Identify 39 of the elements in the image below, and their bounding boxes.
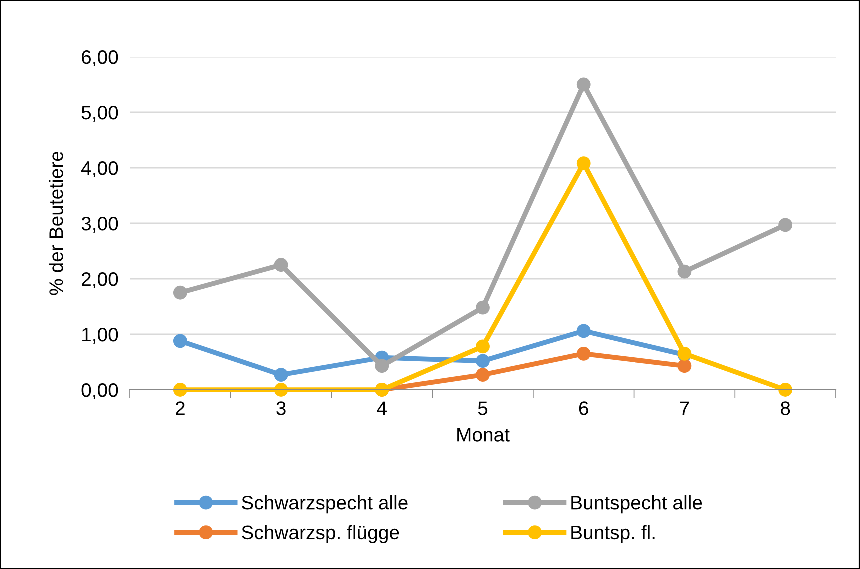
point <box>778 383 793 397</box>
legend-label: Buntsp. fl. <box>572 525 655 544</box>
point <box>476 300 490 315</box>
point <box>173 383 188 397</box>
x-tick-label: 7 <box>680 402 690 416</box>
legend-label: Buntspecht alle <box>572 496 702 514</box>
x-tick-label: 6 <box>579 402 588 416</box>
point <box>173 334 188 348</box>
y-tick-label: 4,00 <box>81 161 118 178</box>
x-tick-label: 4 <box>377 402 387 416</box>
point <box>274 368 288 382</box>
y-tick-label: 3,00 <box>82 216 118 234</box>
y-tick-label: 6,00 <box>82 50 118 67</box>
point <box>476 340 490 354</box>
y-axis-title: % der Beutetiere <box>49 152 64 296</box>
point <box>274 258 288 272</box>
point <box>576 78 591 92</box>
point <box>576 346 591 361</box>
y-tick-label: 2,00 <box>82 272 118 289</box>
x-tick-label: 8 <box>781 402 790 416</box>
y-tick-label: 5,00 <box>82 106 118 122</box>
point <box>576 156 591 171</box>
point <box>274 383 288 397</box>
legend-label: Schwarzsp. flügge <box>242 525 400 544</box>
x-tick-label: 3 <box>276 402 286 416</box>
point <box>678 264 692 279</box>
point <box>476 368 490 382</box>
y-tick-label: 1,00 <box>82 328 118 344</box>
legend-label: Schwarzspecht alle <box>242 496 408 514</box>
x-axis-title: Monat <box>458 428 510 442</box>
x-tick-label: 2 <box>176 402 185 416</box>
y-tick-label: 0,00 <box>82 383 118 400</box>
point <box>173 286 188 300</box>
x-tick-label: 5 <box>478 402 488 416</box>
point <box>375 359 390 374</box>
point <box>476 354 490 368</box>
point <box>778 218 793 232</box>
point <box>576 324 591 338</box>
point <box>678 359 692 374</box>
